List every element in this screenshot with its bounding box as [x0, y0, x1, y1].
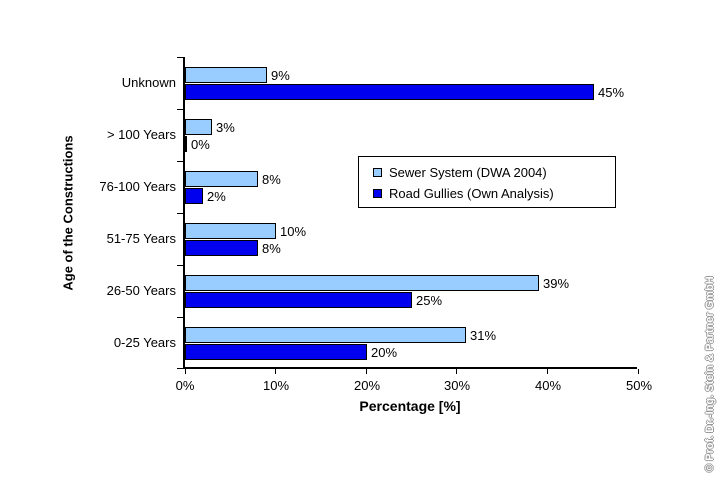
value-label-sewer-system-26-50-years: 39%	[543, 276, 570, 291]
bar-sewer-system-unknown	[185, 67, 267, 83]
bar-road-gullies-unknown	[185, 84, 594, 100]
y-axis-tick	[177, 109, 183, 110]
legend-swatch-road-gullies	[373, 189, 382, 198]
bar-road-gullies-26-50-years	[185, 292, 412, 308]
category-label-76-100-years: 76-100 Years	[99, 179, 176, 194]
bar-sewer-system-51-75-years	[185, 223, 276, 239]
value-label-road-gullies-76-100-years: 2%	[207, 189, 226, 204]
y-axis-tick	[177, 317, 183, 318]
copyright-watermark: © Prof. Dr.-Ing. Stein & Partner GmbH	[704, 276, 716, 472]
x-axis-tick-label: 50%	[625, 378, 653, 393]
category-label-0-25-years: 0-25 Years	[113, 335, 176, 350]
bar-sewer-system-100-years	[185, 119, 212, 135]
bar-road-gullies-100-years	[185, 136, 187, 152]
value-label-sewer-system-76-100-years: 8%	[262, 172, 281, 187]
x-axis-tick	[638, 369, 639, 374]
x-axis-tick-label: 10%	[262, 378, 290, 393]
y-axis-tick	[177, 265, 183, 266]
category-label-51-75-years: 51-75 Years	[106, 231, 176, 246]
y-axis-tick	[177, 368, 183, 369]
bar-road-gullies-0-25-years	[185, 344, 367, 360]
bar-sewer-system-26-50-years	[185, 275, 539, 291]
x-axis-tick-label: 30%	[443, 378, 471, 393]
x-axis-tick-label: 40%	[534, 378, 562, 393]
x-axis-title: Percentage [%]	[359, 398, 461, 414]
legend-swatch-sewer-system	[373, 168, 382, 177]
value-label-road-gullies-0-25-years: 20%	[371, 345, 398, 360]
y-axis-tick	[177, 57, 183, 58]
x-axis-tick	[366, 369, 367, 374]
value-label-road-gullies-26-50-years: 25%	[416, 293, 443, 308]
y-axis-tick	[177, 213, 183, 214]
y-axis-tick	[177, 161, 183, 162]
category-label-unknown: Unknown	[121, 75, 176, 90]
value-label-sewer-system-unknown: 9%	[271, 68, 290, 83]
x-axis-tick	[547, 369, 548, 374]
x-axis-tick-label: 0%	[175, 378, 195, 393]
value-label-road-gullies-unknown: 45%	[598, 85, 625, 100]
legend-label-sewer-system: Sewer System (DWA 2004)	[389, 165, 547, 180]
category-label-26-50-years: 26-50 Years	[106, 283, 176, 298]
value-label-sewer-system-0-25-years: 31%	[470, 328, 497, 343]
x-axis-tick	[456, 369, 457, 374]
legend: Sewer System (DWA 2004) Road Gullies (Ow…	[358, 156, 616, 208]
legend-entry-road-gullies: Road Gullies (Own Analysis)	[373, 183, 615, 204]
value-label-sewer-system-51-75-years: 10%	[280, 224, 307, 239]
plot-area: 0% 10% 20% 30% 40% 50% Unknown > 100 Years 76-10…	[99, 57, 652, 393]
x-axis-tick-label: 20%	[353, 378, 381, 393]
value-label-road-gullies-100-years: 0%	[191, 137, 210, 152]
legend-entry-sewer-system: Sewer System (DWA 2004)	[373, 162, 615, 183]
category-label-100-years: > 100 Years	[106, 127, 176, 142]
value-label-road-gullies-51-75-years: 8%	[262, 241, 281, 256]
legend-label-road-gullies: Road Gullies (Own Analysis)	[389, 186, 554, 201]
bar-road-gullies-76-100-years	[185, 188, 203, 204]
value-label-sewer-system-100-years: 3%	[216, 120, 235, 135]
y-axis-title: Age of the Constructions	[60, 135, 76, 291]
bar-sewer-system-0-25-years	[185, 327, 466, 343]
bar-road-gullies-51-75-years	[185, 240, 258, 256]
bar-sewer-system-76-100-years	[185, 171, 258, 187]
x-axis-tick	[185, 369, 186, 374]
x-axis-tick	[275, 369, 276, 374]
